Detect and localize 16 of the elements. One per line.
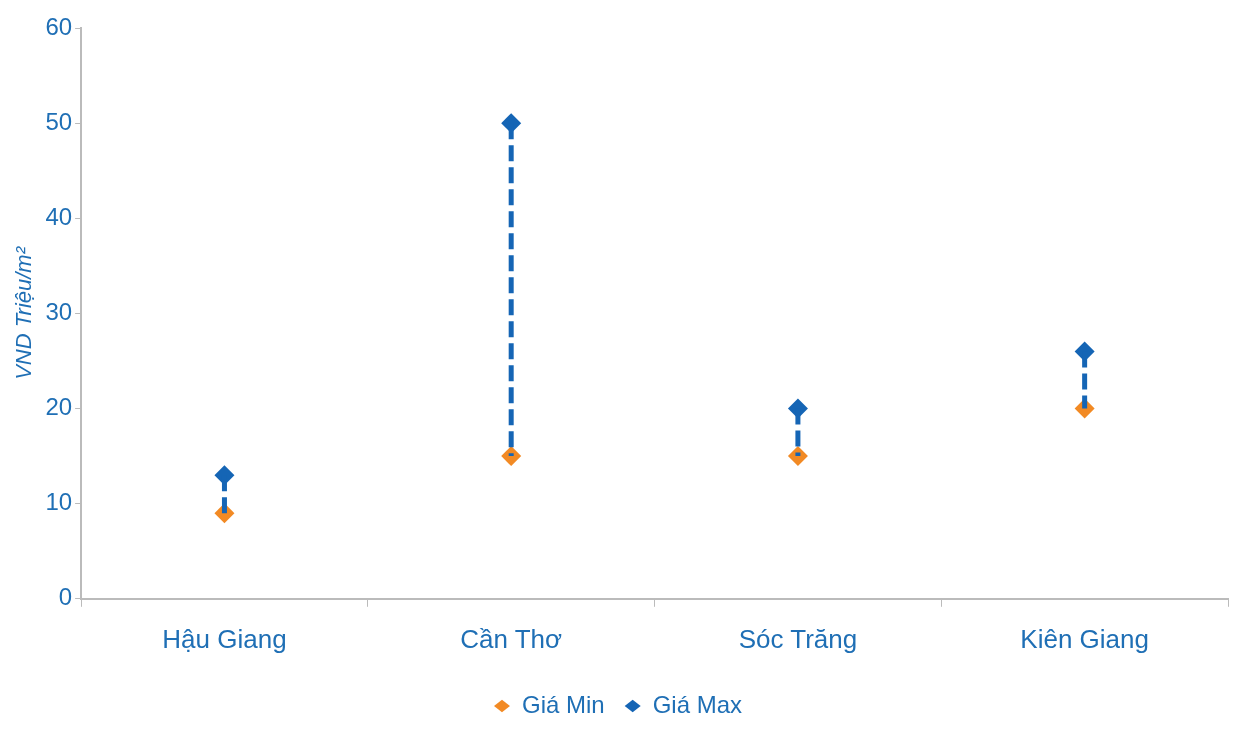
- legend-label: Giá Min: [521, 690, 605, 718]
- point: [501, 446, 522, 467]
- x-tick-label: Hậu Giang: [162, 623, 287, 654]
- y-tick-label: 20: [45, 393, 73, 421]
- y-tick-label: 50: [45, 107, 73, 135]
- y-tick-label: 30: [45, 298, 73, 326]
- x-tick-label: Kiên Giang: [1020, 623, 1149, 654]
- y-tick-label: 40: [45, 202, 73, 230]
- y-tick-label: 0: [58, 583, 73, 611]
- y-tick-label: 60: [45, 12, 73, 40]
- legend-label: Giá Max: [652, 690, 743, 718]
- x-tick-label: Cần Thơ: [460, 623, 563, 654]
- x-tick-label: Sóc Trăng: [738, 623, 858, 654]
- y-axis-title: VND Triệu/m²: [11, 246, 37, 380]
- y-tick-label: 10: [45, 488, 73, 516]
- point: [787, 446, 808, 467]
